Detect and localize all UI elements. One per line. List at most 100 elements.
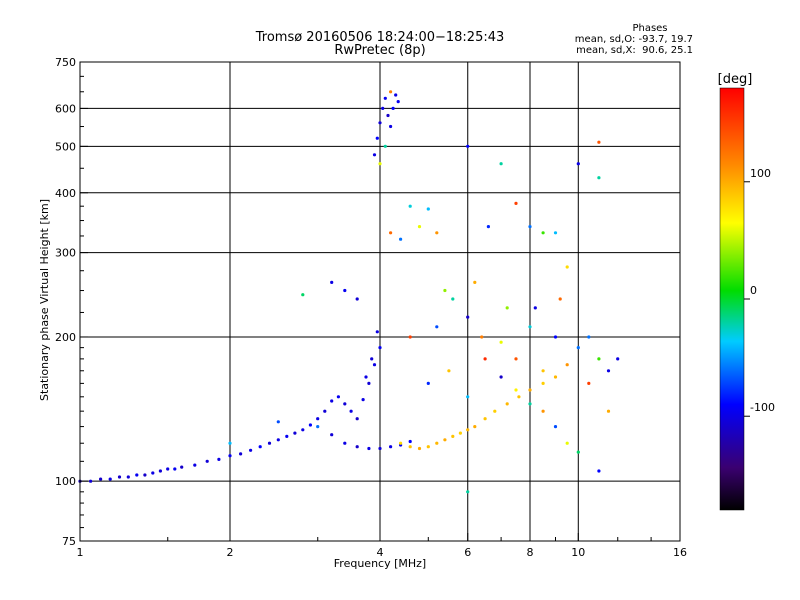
data-point xyxy=(378,446,382,451)
y-tick-label: 400 xyxy=(55,187,76,200)
data-point xyxy=(408,335,412,339)
data-point xyxy=(458,431,462,435)
data-point xyxy=(417,225,422,229)
x-tick-label: 6 xyxy=(464,546,471,559)
data-point xyxy=(408,439,412,444)
data-point xyxy=(505,306,509,310)
data-point xyxy=(108,477,112,481)
data-point xyxy=(541,409,545,413)
data-point xyxy=(597,357,601,361)
data-point xyxy=(330,280,334,284)
data-point xyxy=(249,448,253,452)
y-tick-label: 300 xyxy=(55,247,76,260)
data-point xyxy=(466,490,470,494)
data-point xyxy=(330,399,334,403)
data-point xyxy=(576,450,580,454)
data-point xyxy=(361,398,365,402)
data-point xyxy=(180,465,184,469)
data-point xyxy=(466,144,470,148)
data-point xyxy=(378,162,382,166)
data-point xyxy=(336,395,340,399)
data-point xyxy=(514,388,518,392)
data-point xyxy=(417,446,422,451)
data-point xyxy=(576,162,580,166)
x-axis: 1 2 4 6 8 10 16 xyxy=(77,533,687,559)
y-axis: 75 100 200 300 400 500 600 750 xyxy=(55,56,88,548)
data-point xyxy=(466,315,470,319)
data-point xyxy=(587,381,591,385)
data-point xyxy=(267,441,272,445)
data-point xyxy=(381,106,385,110)
phases-panel-title: Phases xyxy=(632,23,667,34)
data-point xyxy=(576,346,580,350)
data-point xyxy=(483,417,487,421)
colorbar-tick-label: 100 xyxy=(750,167,771,180)
colorbar-tick-label: 0 xyxy=(750,284,757,297)
data-point xyxy=(205,459,209,463)
data-point xyxy=(99,477,103,481)
phases-o-mode-stats: mean, sd,O: -93.7, 19.7 xyxy=(575,34,693,45)
data-point xyxy=(375,136,379,140)
data-point xyxy=(466,395,470,399)
data-point xyxy=(389,231,393,235)
y-tick-label: 750 xyxy=(55,56,76,69)
data-point xyxy=(285,434,289,438)
data-point xyxy=(301,428,305,432)
data-point xyxy=(375,330,379,334)
data-point xyxy=(276,438,280,442)
data-point xyxy=(435,231,439,235)
data-point xyxy=(528,388,532,392)
data-point xyxy=(143,473,147,477)
data-point xyxy=(499,162,503,166)
data-point xyxy=(293,431,297,435)
y-tick-label: 100 xyxy=(55,475,76,488)
data-point xyxy=(514,357,518,361)
data-point xyxy=(355,445,359,449)
data-point xyxy=(355,297,359,301)
data-point xyxy=(396,100,400,104)
data-point xyxy=(514,201,518,205)
data-point xyxy=(451,434,455,438)
grid-lines xyxy=(80,62,680,541)
x-tick-label: 1 xyxy=(77,546,84,559)
x-tick-label: 10 xyxy=(571,546,585,559)
data-point xyxy=(616,357,620,361)
data-point xyxy=(533,306,537,310)
data-point xyxy=(367,381,371,385)
data-point xyxy=(228,441,232,445)
data-point xyxy=(367,446,371,451)
x-tick-label: 8 xyxy=(527,546,534,559)
data-point xyxy=(386,113,390,118)
data-point xyxy=(355,417,359,421)
data-point xyxy=(408,445,412,449)
data-point xyxy=(558,297,562,301)
data-point xyxy=(480,335,484,339)
data-point xyxy=(505,402,509,406)
data-point xyxy=(372,153,377,157)
data-point xyxy=(399,441,403,445)
y-tick-label: 600 xyxy=(55,102,76,115)
data-point xyxy=(493,409,497,413)
data-point xyxy=(126,475,130,479)
data-point xyxy=(447,369,451,373)
data-point xyxy=(435,325,439,329)
data-point xyxy=(308,423,312,427)
data-point xyxy=(343,288,347,293)
y-tick-label: 75 xyxy=(62,535,76,548)
colorbar-ticks: 100 0 -100 xyxy=(744,167,775,417)
data-point xyxy=(151,471,155,475)
chart-subtitle: RwPretec (8p) xyxy=(334,43,425,58)
data-point xyxy=(323,409,327,413)
y-axis-label: Stationary phase Virtual Height [km] xyxy=(38,199,51,401)
data-point xyxy=(370,357,374,361)
data-point xyxy=(565,265,569,269)
data-point xyxy=(276,420,280,424)
data-point xyxy=(258,445,262,449)
data-point xyxy=(426,381,430,385)
data-point xyxy=(499,340,503,344)
data-point xyxy=(473,425,477,429)
data-point xyxy=(383,96,387,100)
colorbar-tick-label: -100 xyxy=(750,401,775,414)
data-point xyxy=(364,375,368,379)
